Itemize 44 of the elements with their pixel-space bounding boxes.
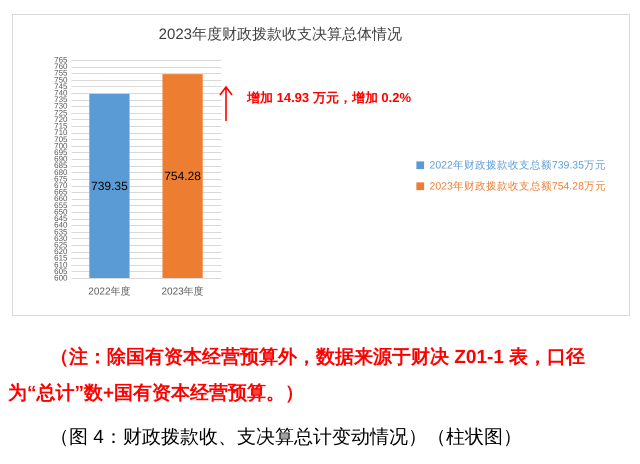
y-tick-label: 705 xyxy=(54,134,68,144)
y-tick-label: 765 xyxy=(54,56,68,64)
data-label: 739.35 xyxy=(91,178,128,193)
x-tick-label: 2022年度 xyxy=(88,286,131,298)
y-tick-label: 620 xyxy=(54,247,68,256)
y-tick-label: 755 xyxy=(54,68,68,78)
legend-label: 2023年财政拨款收支总额754.28万元 xyxy=(430,179,606,192)
y-tick-label: 655 xyxy=(54,200,68,210)
y-tick-label: 760 xyxy=(54,62,68,72)
y-tick-label: 750 xyxy=(54,75,68,84)
y-tick-label: 700 xyxy=(54,141,68,150)
y-tick-label: 710 xyxy=(54,128,68,138)
text: （图 4：财政拨款收、支决算总计变动情况）（柱状图） xyxy=(50,426,522,450)
text: （注：除国有资本经营预算外，数据来源于财决 Z01-1 表，口径为“总计”数+国有资本经营预算。） xyxy=(8,346,586,406)
x-tick-label: 2023年度 xyxy=(161,286,204,298)
y-tick-label: 735 xyxy=(54,95,68,104)
y-tick-label: 675 xyxy=(54,174,68,184)
y-tick-label: 685 xyxy=(54,161,68,170)
y-tick-label: 630 xyxy=(54,234,68,243)
y-tick-label: 670 xyxy=(54,181,68,190)
y-tick-label: 740 xyxy=(54,88,68,98)
legend-label: 2022年财政拨款收支总额739.35万元 xyxy=(430,158,606,172)
y-tick-label: 660 xyxy=(54,194,68,204)
y-tick-label: 730 xyxy=(54,102,68,111)
text: 2023年度财政拨款收支决算总体情况 xyxy=(158,26,402,43)
y-tick-label: 610 xyxy=(54,260,68,270)
y-tick-label: 615 xyxy=(54,254,68,263)
y-tick-label: 645 xyxy=(54,214,68,224)
y-tick-label: 715 xyxy=(54,122,68,131)
y-tick-label: 695 xyxy=(54,148,68,157)
y-tick-label: 625 xyxy=(54,240,68,250)
text: 增加 14.93 万元，增加 0.2% xyxy=(247,89,411,107)
y-tick-label: 725 xyxy=(54,108,68,118)
y-tick-label: 745 xyxy=(54,82,68,91)
y-tick-label: 600 xyxy=(54,274,68,282)
y-tick-label: 720 xyxy=(54,114,68,124)
y-tick-label: 665 xyxy=(54,188,68,197)
y-tick-label: 640 xyxy=(54,220,68,230)
y-tick-label: 690 xyxy=(54,154,68,164)
y-tick-label: 650 xyxy=(54,207,68,216)
y-tick-label: 635 xyxy=(54,227,68,236)
y-tick-label: 605 xyxy=(54,266,68,276)
y-tick-label: 680 xyxy=(54,168,68,177)
data-label: 754.28 xyxy=(164,169,202,184)
